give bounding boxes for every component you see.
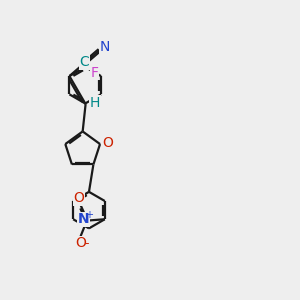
Text: O: O	[75, 236, 86, 250]
Text: N: N	[77, 212, 89, 226]
Text: N: N	[100, 40, 110, 54]
Text: H: H	[90, 96, 100, 110]
Text: O: O	[74, 191, 84, 205]
Text: -: -	[85, 237, 89, 250]
Text: F: F	[91, 66, 99, 80]
Text: +: +	[85, 210, 93, 220]
Text: C: C	[79, 55, 89, 69]
Text: O: O	[102, 136, 113, 151]
